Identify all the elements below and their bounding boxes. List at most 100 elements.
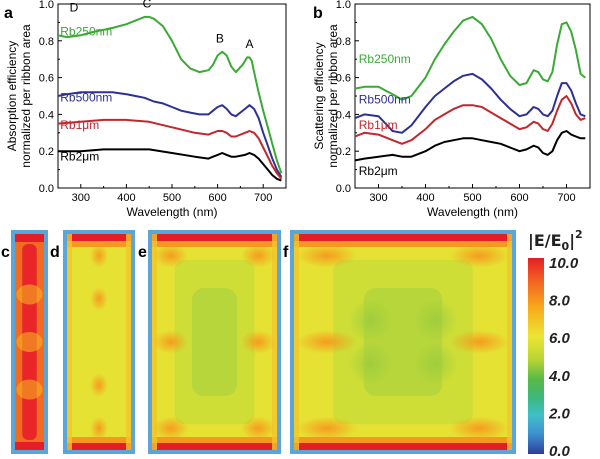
colorbar-gradient: [528, 258, 544, 454]
map-node: [16, 284, 43, 305]
map-greenspot: [348, 341, 393, 386]
series-line-Rb2μm: [58, 148, 282, 182]
series-label: Rb1μm: [60, 118, 99, 132]
x-tick-label: 500: [163, 192, 181, 204]
field-maps: c d e f: [1, 230, 516, 454]
colorbar-tick-label: 6.0: [549, 330, 571, 347]
colorbar-tick-label: 0.0: [549, 443, 571, 459]
x-tick-label: 500: [463, 192, 481, 204]
y-tick-label: 0.8: [39, 36, 54, 48]
map-edge-warm: [152, 437, 277, 443]
colorbar-tick-label: 8.0: [549, 293, 571, 310]
y-axis-title: Absorption efficiency: [5, 41, 19, 152]
panel-letter-e: e: [138, 244, 147, 261]
peak-label: B: [216, 32, 224, 46]
map-hotspot: [90, 416, 108, 441]
map-hotspot: [153, 330, 189, 354]
panel-letter-f: f: [283, 244, 289, 261]
map-hotspot: [153, 416, 189, 441]
map-node: [16, 332, 43, 352]
y-tick-label: 0.6: [39, 73, 54, 85]
series-label: Rb2μm: [60, 149, 99, 163]
map-hotspot: [240, 243, 276, 268]
panel-b-scattering-chart: b 300 400 500 600 700 0.0 0.2 0.4 0.6 0.8 1.0 Wavele…: [312, 0, 591, 219]
map-hotspot: [90, 243, 108, 268]
peak-label: A: [246, 37, 254, 51]
map-hotspot: [296, 416, 357, 441]
series-line-Rb1μm: [57, 118, 283, 180]
y-tick-label: 1.0: [39, 0, 54, 11]
y-axis-title: normalized per ribbon area: [19, 24, 33, 168]
series-label: Rb1μm: [359, 118, 398, 132]
x-tick-label: 400: [117, 192, 135, 204]
field-map-f: [290, 230, 516, 454]
peak-label: C: [143, 0, 152, 11]
series-line-Rb500nm: [354, 72, 586, 134]
map-inner: [192, 288, 237, 396]
map-hotspot: [240, 330, 276, 354]
x-tick-label: 400: [416, 192, 434, 204]
series-line-Rb250nm: [354, 15, 586, 101]
map-hotspot: [153, 243, 189, 268]
x-tick-label: 700: [557, 192, 575, 204]
series-line-Rb500nm: [57, 91, 283, 178]
map-edge-hot: [15, 442, 44, 450]
y-tick-label: 0.8: [336, 36, 351, 48]
y-tick-label: 0.4: [39, 109, 54, 121]
y-tick-label: 0.0: [336, 183, 351, 195]
y-axis-title: Scattering efficiency: [312, 42, 326, 149]
map-side: [67, 234, 72, 450]
map-edge-warm: [152, 241, 277, 247]
map-edge-hot: [67, 443, 131, 450]
map-hotspot: [296, 330, 357, 354]
map-edge-hot: [15, 234, 44, 242]
panel-letter-b: b: [313, 5, 323, 22]
y-tick-label: 0.6: [336, 73, 351, 85]
panel-letter-d: d: [50, 244, 60, 261]
map-field: [67, 234, 131, 450]
y-tick-label: 0.2: [39, 146, 54, 158]
field-map-e: [148, 230, 281, 454]
map-edge-hot: [152, 443, 277, 450]
map-hotspot: [240, 416, 276, 441]
x-tick-label: 300: [369, 192, 387, 204]
y-tick-label: 0.0: [39, 183, 54, 195]
y-tick-label: 0.4: [336, 109, 351, 121]
x-tick-label: 700: [254, 192, 272, 204]
map-side: [126, 234, 131, 450]
peak-label: D: [70, 0, 79, 14]
colorbar-tick-label: 10.0: [549, 255, 579, 272]
colorbar: |E/E0|2 10.0 8.0 6.0 4.0 2.0 0.0: [528, 228, 583, 459]
series-line-Rb2μm: [354, 130, 586, 162]
series-label: Rb250nm: [359, 52, 411, 66]
map-greenspot: [348, 298, 393, 343]
colorbar-title: |E/E0|2: [528, 228, 583, 253]
y-tick-label: 1.0: [336, 0, 351, 11]
panel-letter-a: a: [4, 5, 13, 22]
map-hotspot: [90, 286, 108, 311]
x-tick-label: 600: [510, 192, 528, 204]
x-axis-title: Wavelength (nm): [127, 205, 218, 219]
map-edge-hot: [152, 234, 277, 241]
map-hotspot: [296, 243, 357, 268]
colorbar-tick-label: 2.0: [548, 405, 571, 422]
series-label: Rb2μm: [359, 164, 398, 178]
series-label: Rb250nm: [60, 24, 112, 38]
map-edge-hot: [67, 234, 131, 241]
series-line-Rb1μm: [354, 95, 586, 145]
field-map-c: [11, 230, 48, 454]
map-hotspot: [449, 243, 510, 268]
colorbar-tick-label: 4.0: [548, 368, 571, 385]
map-edge-hot: [294, 443, 512, 450]
y-axis-title: normalized per ribbon area: [326, 24, 340, 168]
map-edge-warm: [294, 437, 512, 443]
x-tick-label: 300: [72, 192, 90, 204]
x-tick-label: 600: [208, 192, 226, 204]
map-node: [16, 379, 43, 400]
field-map-d: [63, 230, 135, 454]
map-greenspot: [413, 341, 458, 386]
series-label: Rb500nm: [60, 91, 112, 105]
map-hotspot: [90, 373, 108, 398]
panel-letter-c: c: [1, 244, 10, 261]
